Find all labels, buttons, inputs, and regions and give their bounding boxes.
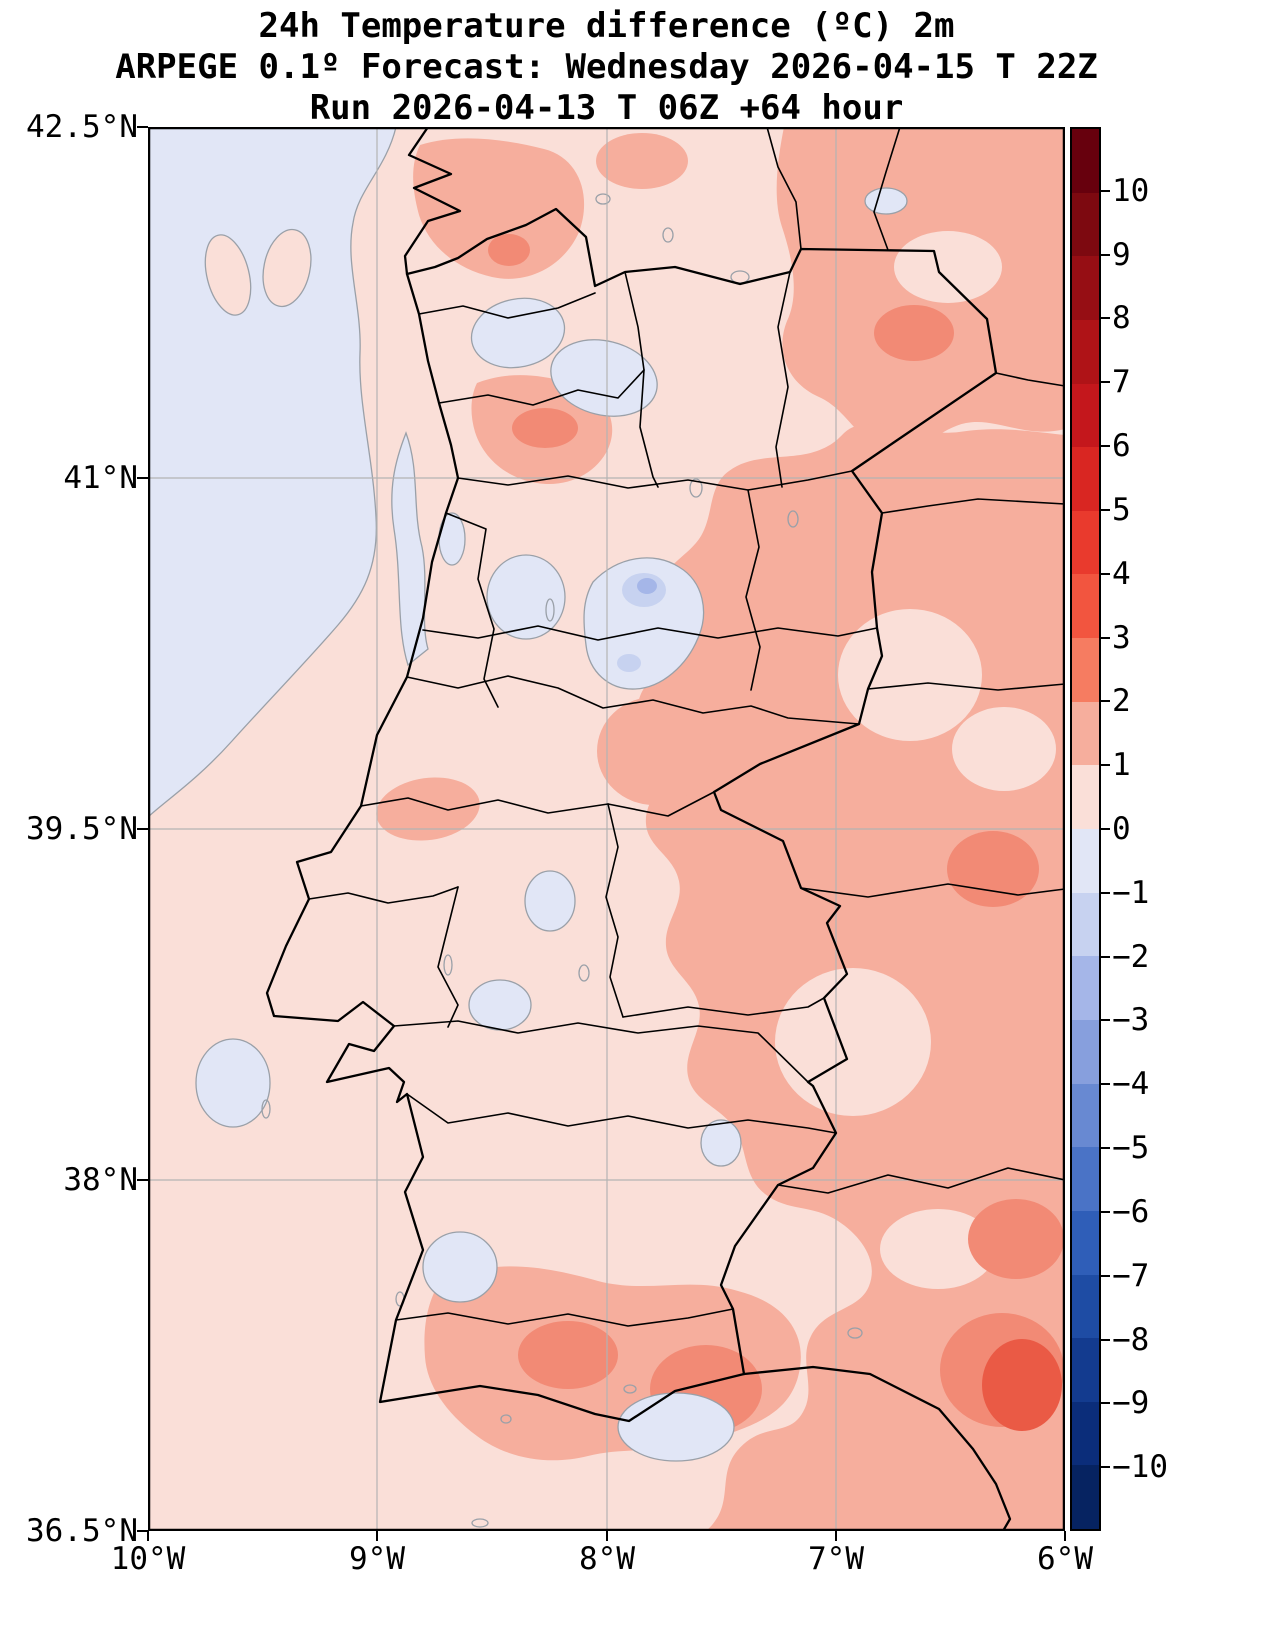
title-line-2: ARPEGE 0.1º Forecast: Wednesday 2026-04-…: [115, 47, 1098, 87]
colorbar-tick-label: 7: [1112, 364, 1131, 401]
colorbar-segment: [1072, 1338, 1099, 1402]
colorbar-tick-mark: [1101, 317, 1110, 320]
colorbar-segment: [1072, 383, 1099, 448]
colorbar-tick-mark: [1101, 636, 1110, 639]
colorbar: [1070, 127, 1101, 1531]
colorbar-tick-label: 5: [1112, 491, 1131, 528]
colorbar-tick-label: −1: [1112, 874, 1150, 911]
y-tick-label: 42.5°N: [26, 109, 138, 145]
colorbar-segment: [1072, 1274, 1099, 1339]
y-tick-label: 41°N: [63, 460, 138, 496]
colorbar-segment: [1072, 129, 1099, 193]
colorbar-tick-mark: [1101, 1019, 1110, 1022]
colorbar-tick-mark: [1101, 572, 1110, 575]
colorbar-segment: [1072, 319, 1099, 384]
colorbar-tick-label: −10: [1112, 1449, 1168, 1486]
colorbar-tick-label: −9: [1112, 1385, 1150, 1422]
x-tick-mark: [835, 1531, 837, 1541]
colorbar-tick-mark: [1101, 253, 1110, 256]
colorbar-tick-label: −3: [1112, 1002, 1150, 1039]
colorbar-segment: [1072, 1465, 1099, 1530]
colorbar-tick-mark: [1101, 508, 1110, 511]
colorbar-tick-label: 2: [1112, 683, 1131, 720]
colorbar-tick-mark: [1101, 1402, 1110, 1405]
colorbar-tick-mark: [1101, 700, 1110, 703]
x-tick-mark: [376, 1531, 378, 1541]
colorbar-segment: [1072, 1401, 1099, 1466]
y-tick-mark: [137, 828, 148, 830]
colorbar-tick-mark: [1101, 1338, 1110, 1341]
warm-region-light-gaps: [775, 231, 1056, 1289]
colorbar-tick-label: 1: [1112, 747, 1131, 784]
x-tick-label: 8°W: [579, 1541, 635, 1577]
x-tick-label: 7°W: [808, 1541, 864, 1577]
colorbar-segment: [1072, 510, 1099, 575]
colorbar-tick-mark: [1101, 828, 1110, 830]
plot-frame: [148, 127, 1065, 1531]
colorbar-tick-label: −7: [1112, 1257, 1150, 1294]
colorbar-tick-mark: [1101, 891, 1110, 894]
x-tick-mark: [147, 1531, 149, 1541]
colorbar-segment: [1072, 765, 1099, 830]
colorbar-segment: [1072, 1083, 1099, 1148]
colorbar-tick-mark: [1101, 189, 1110, 192]
colorbar-segment: [1072, 829, 1099, 893]
colorbar-segment: [1072, 574, 1099, 639]
colorbar-tick-label: 3: [1112, 619, 1131, 656]
colorbar-tick-mark: [1101, 445, 1110, 448]
colorbar-segment: [1072, 638, 1099, 702]
y-tick-label: 39.5°N: [26, 811, 138, 847]
y-tick-mark: [137, 477, 148, 479]
x-tick-label: 6°W: [1037, 1541, 1093, 1577]
colorbar-tick-label: −8: [1112, 1321, 1150, 1358]
colorbar-tick-mark: [1101, 1083, 1110, 1086]
colorbar-segment: [1072, 447, 1099, 511]
title-line-1: 24h Temperature difference (ºC) 2m: [258, 6, 955, 46]
colorbar-tick-label: 0: [1112, 811, 1131, 847]
colorbar-segment: [1072, 192, 1099, 257]
colorbar-tick-mark: [1101, 1147, 1110, 1150]
colorbar-tick-label: −6: [1112, 1193, 1150, 1230]
colorbar-tick-mark: [1101, 1274, 1110, 1277]
title-block: 24h Temperature difference (ºC) 2m ARPEG…: [100, 6, 1113, 129]
colorbar-tick-mark: [1101, 381, 1110, 384]
colorbar-segment: [1072, 1019, 1099, 1084]
colorbar-segment: [1072, 1147, 1099, 1211]
spain-portugal-border: [405, 207, 998, 1376]
x-tick-mark: [606, 1531, 608, 1541]
cool-anomaly-patches: [195, 187, 908, 1462]
colorbar-tick-label: 6: [1112, 428, 1131, 465]
y-tick-label: 36.5°N: [26, 1513, 138, 1549]
colorbar-tick-label: 4: [1112, 555, 1131, 592]
y-tick-mark: [137, 1530, 148, 1532]
colorbar-tick-label: −5: [1112, 1130, 1150, 1167]
map-plot-area: [148, 127, 1065, 1531]
colorbar-segment: [1072, 701, 1099, 766]
colorbar-tick-mark: [1101, 955, 1110, 958]
y-tick-label: 38°N: [63, 1162, 138, 1198]
x-tick-mark: [1064, 1531, 1066, 1541]
coastline: [265, 127, 1012, 1531]
ocean-negative-anomaly: [148, 127, 429, 818]
district-boundaries: [308, 127, 1065, 1327]
y-tick-mark: [137, 126, 148, 128]
colorbar-tick-mark: [1101, 764, 1110, 767]
x-tick-label: 10°W: [110, 1541, 186, 1577]
x-tick-label: 9°W: [349, 1541, 405, 1577]
colorbar-tick-mark: [1101, 1466, 1110, 1469]
colorbar-tick-label: 8: [1112, 300, 1131, 337]
colorbar-tick-mark: [1101, 1210, 1110, 1213]
colorbar-segment: [1072, 892, 1099, 957]
colorbar-segment: [1072, 256, 1099, 320]
colorbar-segment: [1072, 1210, 1099, 1275]
colorbar-tick-label: −2: [1112, 938, 1150, 975]
colorbar-tick-label: −4: [1112, 1066, 1150, 1103]
title-line-3: Run 2026-04-13 T 06Z +64 hour: [309, 88, 904, 128]
colorbar-tick-label: 9: [1112, 236, 1131, 273]
y-tick-mark: [137, 1179, 148, 1181]
colorbar-segment: [1072, 956, 1099, 1020]
colorbar-tick-label: 10: [1112, 172, 1150, 209]
